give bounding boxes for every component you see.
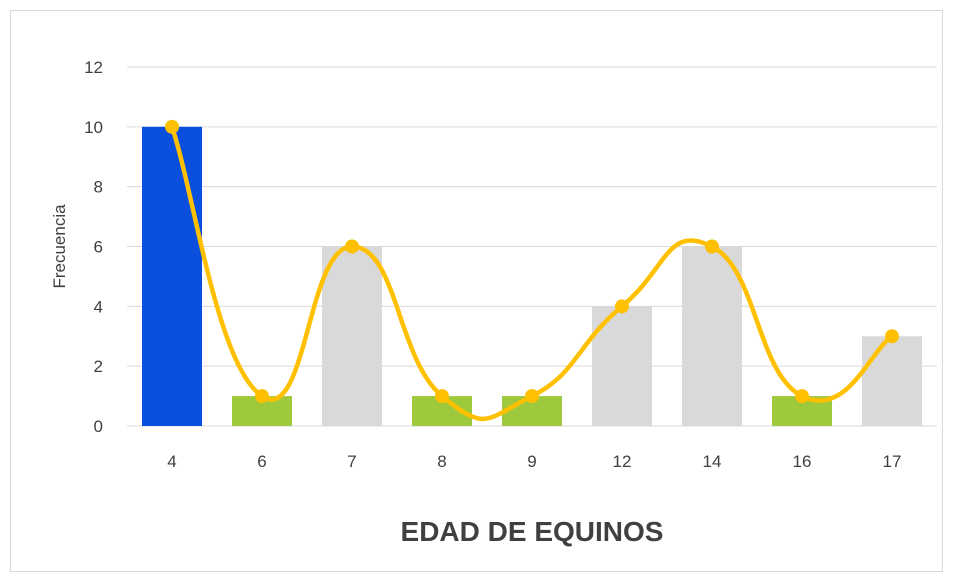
trend-point-12 <box>615 299 629 314</box>
gridlines <box>127 66 937 427</box>
trend-line-path <box>169 124 895 422</box>
y-axis-label: Frecuencia <box>50 204 69 289</box>
x-axis-title: EDAD DE EQUINOS <box>401 516 664 547</box>
y-tick-8: 8 <box>94 178 103 197</box>
x-tick-16: 16 <box>793 452 812 471</box>
bar-17 <box>862 336 922 426</box>
x-tick-9: 9 <box>527 452 536 471</box>
x-tick-8: 8 <box>437 452 446 471</box>
y-tick-2: 2 <box>94 357 103 376</box>
trend-point-9 <box>525 389 539 404</box>
trend-point-16 <box>795 389 809 404</box>
bar-14 <box>682 246 742 426</box>
y-tick-6: 6 <box>94 238 103 257</box>
y-tick-12: 12 <box>84 58 103 77</box>
trend-line <box>165 119 899 422</box>
y-tick-4: 4 <box>94 297 103 316</box>
x-tick-labels: 4 6 7 8 9 12 14 16 17 <box>167 452 901 471</box>
bars <box>142 126 922 426</box>
trend-point-17 <box>885 329 899 344</box>
y-tick-10: 10 <box>84 118 103 137</box>
trend-point-6 <box>255 389 269 404</box>
x-tick-17: 17 <box>883 452 902 471</box>
trend-point-7 <box>345 239 359 254</box>
trend-point-8 <box>435 389 449 404</box>
x-tick-12: 12 <box>613 452 632 471</box>
trend-point-14 <box>705 239 719 254</box>
x-tick-4: 4 <box>167 452 176 471</box>
bar-4 <box>142 126 202 426</box>
x-tick-14: 14 <box>703 452 722 471</box>
bar-7 <box>322 246 382 426</box>
y-tick-labels: 0 2 4 6 8 10 12 <box>84 58 103 436</box>
x-tick-7: 7 <box>347 452 356 471</box>
x-tick-6: 6 <box>257 452 266 471</box>
y-tick-0: 0 <box>94 417 103 436</box>
trend-point-4 <box>165 119 179 134</box>
